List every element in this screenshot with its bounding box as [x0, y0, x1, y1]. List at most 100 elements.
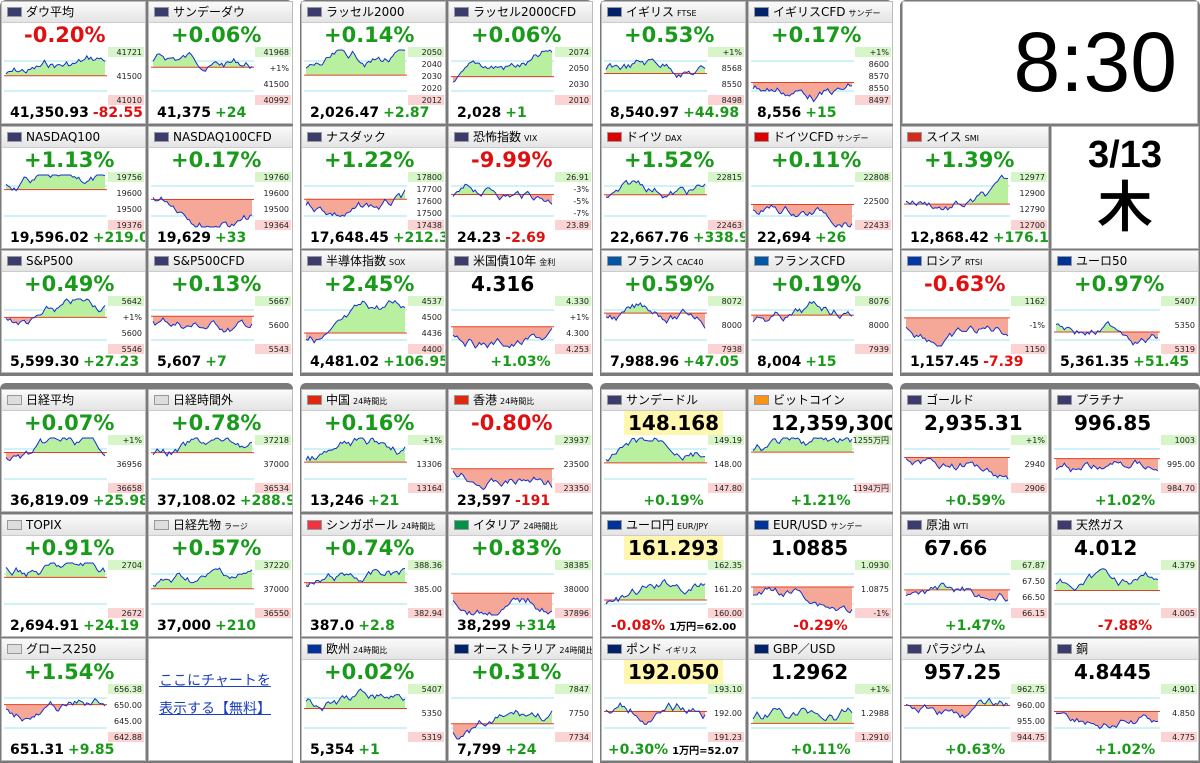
tile-header: サンデーダウ — [149, 2, 292, 23]
flag-icon — [907, 256, 922, 266]
tick-bg — [708, 732, 744, 742]
tile-name: イギリス — [626, 5, 675, 19]
tile: ドイツCFD サンデー +0.11% 22808 22500 22433 22,694 +26 — [748, 125, 893, 249]
axis-label: 19756 — [117, 173, 142, 182]
tile: 香港 24時間比 -0.80% 23937 23500 23350 23,597 -191 — [448, 389, 593, 512]
tile-name: ゴールド — [926, 393, 975, 407]
tile-name-wrap: 日経平均 — [26, 390, 74, 410]
tile-footer: 24.23 -2.69 — [449, 230, 592, 246]
price: 19,596.02 — [10, 229, 89, 246]
flag-icon — [307, 7, 322, 17]
change-pct: +1.54% — [24, 660, 115, 684]
axis-label: 22500 — [864, 197, 889, 206]
axis-label: 19376 — [117, 221, 142, 230]
tile-name: 中国 — [326, 393, 351, 407]
tile-header: スイス SMI — [902, 126, 1048, 148]
area-down — [906, 317, 1008, 347]
tile-name-wrap: 原油 WTI — [926, 515, 968, 537]
tile-header: 日経時間外 — [149, 390, 292, 411]
axis-label: 1.2910 — [861, 733, 889, 742]
tile-name-wrap: 恐怖指数 VIX — [473, 127, 537, 149]
tick-bg — [108, 296, 144, 306]
axis-label: 962.75 — [1017, 685, 1045, 694]
axis-label: +1% — [870, 48, 890, 57]
tile-footer: 37,000 +210 — [149, 618, 292, 634]
axis-label: 22433 — [864, 221, 889, 230]
change: +51.45 — [1133, 354, 1190, 370]
axis-label: 4.005 — [1172, 609, 1195, 618]
tick-bg — [708, 607, 744, 618]
change: +288.93 — [239, 493, 292, 509]
price-line — [452, 596, 553, 616]
axis-label: 4436 — [422, 329, 442, 338]
change: +24 — [505, 742, 537, 758]
axis-label: 37218 — [264, 436, 289, 445]
tile-name-wrap: ロシア RTSI — [926, 251, 982, 273]
flag-icon — [607, 395, 622, 405]
axis-label: 8072 — [722, 297, 742, 306]
tile-footer: +1.03% — [449, 354, 592, 370]
tile-name: シンガポール — [326, 517, 399, 532]
mini-chart: +1% 13306 13164 — [304, 435, 444, 493]
tile: TOPIX +0.91% 2704 2672 2,694.91 +24.19 — [1, 513, 146, 637]
chart-link[interactable]: ここにチャートを表示する【無料】 — [159, 673, 271, 717]
axis-label: 5350 — [422, 709, 442, 718]
tile-footer: 19,596.02+219.06 — [2, 230, 145, 246]
tile-name: 日経先物 — [173, 517, 222, 532]
axis-label: 5546 — [122, 345, 142, 354]
axis-label: 1255万円 — [853, 436, 889, 445]
change: +15 — [805, 354, 837, 370]
tile-name: スイス — [926, 129, 962, 144]
tile-name: ポンド — [626, 642, 663, 656]
area-down — [453, 468, 552, 490]
axis-label: 66.15 — [1022, 609, 1045, 618]
price: 13,246 — [310, 493, 365, 509]
mini-chart: 193.10 192.00 191.23 — [604, 684, 744, 742]
axis-label: 8076 — [869, 297, 889, 306]
tile-sub: VIX — [524, 133, 538, 143]
area-up — [153, 567, 252, 589]
flag-icon — [754, 7, 769, 17]
price-line — [1055, 712, 1159, 730]
tile-header: サンデードル — [602, 390, 745, 411]
axis-label: 19600 — [264, 189, 289, 198]
tile-header: イギリス FTSE — [602, 2, 745, 23]
change-pct: +1.02% — [1094, 493, 1156, 509]
tile-name-wrap: 米国債10年 金利 — [473, 251, 555, 273]
axis-label: 40992 — [264, 96, 289, 105]
tick-bg — [1161, 344, 1197, 354]
change: +2.87 — [383, 105, 430, 121]
change: +7 — [205, 354, 227, 370]
axis-label: 5642 — [122, 297, 142, 306]
tick-bg — [855, 607, 891, 618]
axis-label: -1% — [873, 609, 889, 618]
axis-label: 656.38 — [114, 685, 142, 694]
tile-name: S&P500 — [26, 254, 74, 268]
change-pct: +0.74% — [324, 535, 415, 560]
tick-bg — [1011, 684, 1047, 694]
tile-name-wrap: ユーロ円 EUR/JPY — [626, 515, 708, 537]
change: +47.05 — [683, 354, 740, 370]
tile-name-wrap: ドイツ DAX — [626, 127, 682, 149]
area-up — [6, 174, 105, 190]
tick-bg — [1011, 435, 1047, 445]
tile: サンデーダウ +0.06% 41968 +1% 41500 40992 41,375 +24 — [148, 1, 293, 124]
price-line — [1055, 320, 1159, 346]
area-up — [6, 562, 105, 577]
tile-name: ラッセル2000CFD — [473, 5, 577, 19]
change-pct: +0.83% — [471, 535, 562, 560]
flag-icon — [1057, 519, 1072, 530]
axis-label: 37896 — [564, 609, 589, 618]
tile-footer: 13,246 +21 — [302, 493, 445, 509]
tile-sub: 24時間比 — [353, 646, 388, 655]
axis-label: 22815 — [717, 173, 742, 182]
tile: プラチナ 996.85 1003 995.00 984.70 +1.02% — [1051, 389, 1199, 512]
mini-chart: +1% 2940 2906 — [904, 435, 1047, 493]
flag-icon — [607, 7, 622, 17]
tile-name-wrap: ビットコイン — [773, 390, 845, 410]
tile-sub: サンデー — [830, 521, 863, 531]
flag-icon — [754, 519, 769, 530]
tile-name-wrap: ゴールド — [926, 390, 974, 410]
price: 38,299 — [457, 617, 512, 634]
